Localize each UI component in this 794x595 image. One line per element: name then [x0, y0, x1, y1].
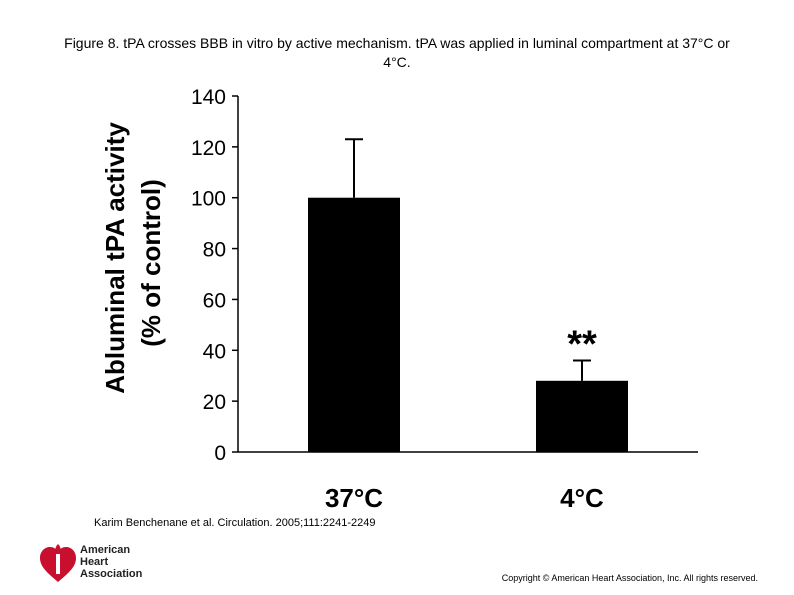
- y-tick-label: 120: [191, 137, 226, 160]
- logo-text-line1: American: [80, 544, 131, 556]
- copyright-notice: Copyright © American Heart Association, …: [501, 573, 758, 583]
- y-axis-label: Abluminal tPA activity: [100, 122, 130, 394]
- bars: **: [308, 138, 628, 452]
- y-tick-label: 80: [203, 239, 226, 262]
- significance-label: **: [567, 323, 597, 365]
- logo-text-line2: Heart: [80, 556, 109, 568]
- logo-text-line3: Association: [80, 568, 143, 580]
- y-tick-label: 100: [191, 188, 226, 211]
- aha-logo: American Heart Association: [38, 540, 168, 586]
- y-tick-label: 60: [203, 289, 226, 312]
- x-tick-labels: 37°C 4°C: [325, 483, 604, 513]
- y-tick-label: 140: [191, 86, 226, 109]
- y-tick-label: 40: [203, 340, 226, 363]
- heart-torch-icon: [40, 544, 76, 582]
- bar: [308, 197, 400, 452]
- y-tick-label: 20: [203, 391, 226, 414]
- y-axis-label-units: (% of control): [136, 179, 166, 347]
- bar: [536, 380, 628, 452]
- figure-caption: Figure 8. t​PA crosses BBB in vitro by a…: [64, 35, 730, 70]
- citation: Karim Benchenane et al. Circulation. 200…: [94, 517, 376, 529]
- x-tick-label: 4°C: [560, 483, 604, 513]
- y-tick-label: 0: [214, 442, 226, 465]
- x-tick-label: 37°C: [325, 483, 383, 513]
